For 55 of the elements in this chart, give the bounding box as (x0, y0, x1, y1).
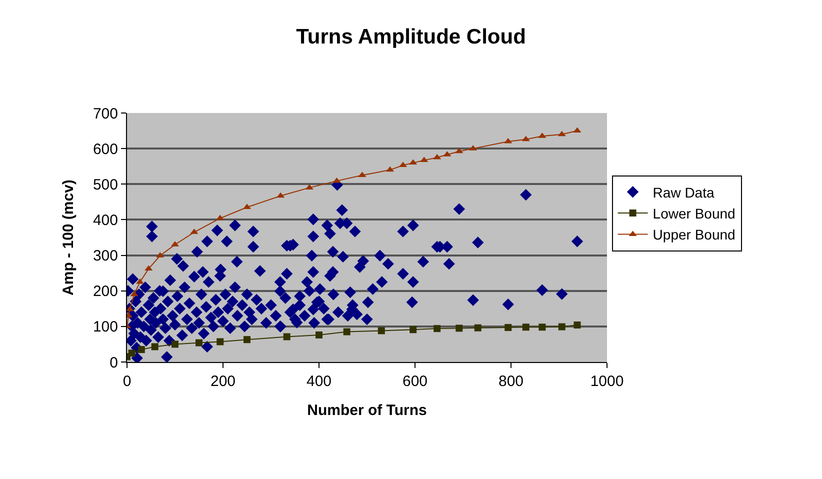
point (216, 338, 224, 346)
point (386, 166, 394, 172)
point (522, 136, 530, 142)
x-tick-label: 200 (210, 373, 236, 390)
point (410, 326, 417, 334)
point (558, 130, 566, 136)
point (538, 324, 546, 331)
point (504, 324, 512, 331)
point (244, 336, 250, 344)
point (455, 148, 464, 154)
y-tick-label: 100 (92, 318, 118, 336)
y-tick-label: 200 (92, 283, 118, 300)
point (343, 328, 350, 336)
point (456, 324, 463, 332)
point (283, 333, 290, 340)
chart-title: Turns Amplitude Cloud (296, 25, 526, 48)
point (136, 278, 144, 284)
point (420, 156, 428, 162)
point (172, 340, 178, 348)
y-tick-label: 600 (92, 140, 118, 158)
y-tick-label: 0 (110, 354, 118, 372)
x-tick-label: 1000 (590, 373, 624, 390)
point (378, 327, 385, 334)
x-axis-title: Number of Turns (307, 402, 427, 419)
x-tick-label: 400 (306, 373, 332, 390)
y-tick-label: 700 (92, 105, 118, 122)
x-tick-label: 800 (498, 373, 524, 390)
legend-label: Upper Bound (652, 226, 736, 243)
x-tick-label: 600 (402, 373, 428, 390)
point (276, 192, 285, 198)
point (196, 339, 202, 346)
point (138, 346, 145, 354)
legend-label: Lower Bound (652, 206, 736, 222)
point (434, 325, 441, 332)
y-tick-label: 300 (92, 248, 118, 265)
point (573, 127, 582, 133)
point (409, 159, 418, 165)
point (151, 343, 158, 350)
point (474, 324, 482, 332)
point (558, 323, 566, 330)
point (130, 290, 138, 296)
point (144, 265, 153, 271)
point (332, 177, 341, 183)
y-tick-label: 500 (92, 176, 118, 194)
point (128, 350, 136, 357)
legend-label: Raw Data (652, 184, 714, 200)
point (433, 154, 442, 160)
point (522, 324, 530, 331)
point (504, 138, 512, 144)
y-tick-label: 400 (92, 212, 118, 229)
x-tick-label: 0 (122, 373, 132, 390)
y-axis-title: Amp - 100 (mcv) (60, 180, 78, 296)
point (316, 331, 322, 338)
point (574, 322, 581, 329)
point (216, 214, 224, 220)
